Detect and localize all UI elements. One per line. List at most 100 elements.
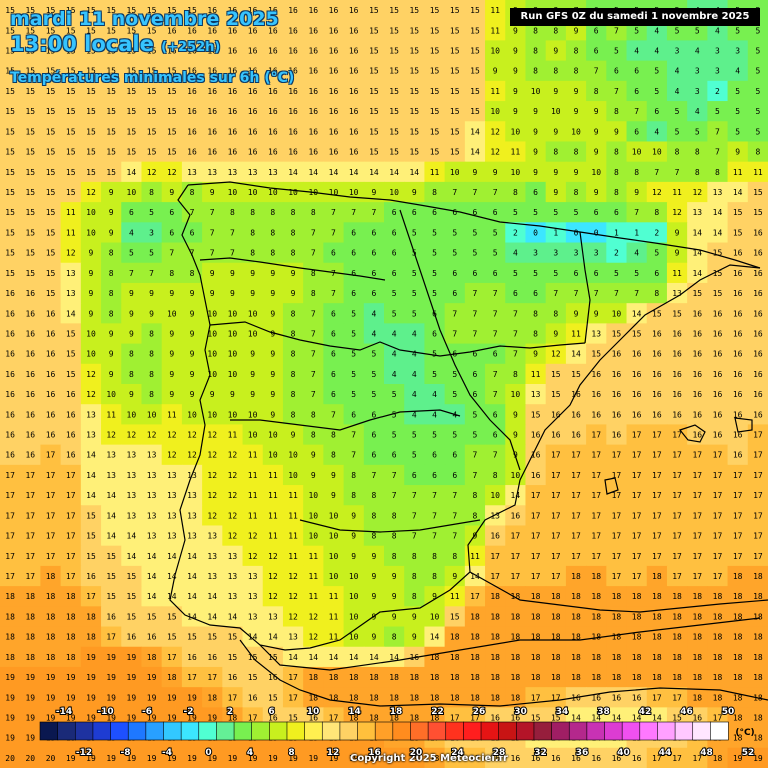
grid-cell xyxy=(60,666,82,688)
grid-value: 16 xyxy=(207,107,217,116)
grid-cell xyxy=(202,101,223,122)
grid-cell xyxy=(121,565,143,587)
grid-value: 9 xyxy=(89,249,94,258)
grid-value: 9 xyxy=(270,370,275,379)
grid-cell xyxy=(606,444,628,466)
grid-cell xyxy=(222,505,244,527)
grid-value: 10 xyxy=(571,127,581,136)
grid-cell xyxy=(707,121,729,143)
grid-cell xyxy=(343,586,365,607)
grid-value: 15 xyxy=(733,228,743,237)
grid-value: 15 xyxy=(5,228,15,237)
grid-cell xyxy=(505,121,527,143)
grid-cell xyxy=(525,464,547,486)
grid-value: 15 xyxy=(551,390,561,399)
grid-cell xyxy=(222,525,244,547)
grid-value: 12 xyxy=(207,471,217,480)
grid-cell xyxy=(40,363,62,385)
grid-value: 14 xyxy=(207,612,217,621)
grid-cell xyxy=(727,424,749,446)
grid-cell xyxy=(727,141,749,163)
grid-value: 15 xyxy=(106,47,116,56)
grid-cell xyxy=(545,363,567,385)
grid-value: 8 xyxy=(755,148,760,157)
grid-value: 17 xyxy=(753,552,763,561)
grid-value: 16 xyxy=(5,431,15,440)
grid-cell xyxy=(687,606,708,628)
grid-value: 6 xyxy=(493,431,498,440)
grid-value: 10 xyxy=(207,350,217,359)
grid-cell xyxy=(303,525,324,547)
grid-value: 18 xyxy=(389,673,399,682)
grid-cell xyxy=(525,424,547,446)
grid-value: 9 xyxy=(169,370,174,379)
grid-value: 19 xyxy=(25,673,35,682)
legend-swatch xyxy=(392,721,412,741)
grid-cell xyxy=(80,202,102,223)
grid-value: 16 xyxy=(308,67,318,76)
grid-value: 16 xyxy=(753,249,763,258)
grid-cell xyxy=(161,444,183,466)
grid-value: 15 xyxy=(5,107,15,116)
grid-value: 18 xyxy=(612,612,622,621)
grid-value: 18 xyxy=(713,754,723,763)
grid-value: 10 xyxy=(86,208,96,217)
grid-cell xyxy=(384,586,405,607)
grid-value: 8 xyxy=(371,511,376,520)
grid-cell xyxy=(646,747,668,768)
grid-value: 7 xyxy=(513,350,518,359)
grid-cell xyxy=(727,40,749,62)
grid-cell xyxy=(323,525,345,547)
grid-cell xyxy=(20,545,42,567)
grid-value: 14 xyxy=(430,633,440,642)
grid-cell xyxy=(525,161,547,183)
legend-swatch xyxy=(74,721,94,741)
grid-cell xyxy=(666,282,688,304)
grid-cell xyxy=(161,343,183,365)
grid-value: 15 xyxy=(187,6,197,15)
grid-cell xyxy=(262,747,284,768)
grid-cell xyxy=(505,404,527,426)
grid-cell xyxy=(40,606,62,628)
legend-top-label: 10 xyxy=(307,707,320,717)
grid-cell xyxy=(323,40,345,62)
grid-value: 12 xyxy=(490,148,500,157)
legend-swatch xyxy=(674,721,694,741)
grid-value: 8 xyxy=(351,471,356,480)
grid-cell xyxy=(384,282,405,304)
grid-value: 15 xyxy=(86,67,96,76)
grid-cell xyxy=(505,161,527,183)
grid-value: 5 xyxy=(675,107,680,116)
grid-cell xyxy=(282,444,304,466)
grid-value: 17 xyxy=(66,511,76,520)
grid-value: 16 xyxy=(308,127,318,136)
grid-cell xyxy=(404,586,426,607)
grid-cell xyxy=(60,464,82,486)
grid-value: 8 xyxy=(553,67,558,76)
grid-value: 13 xyxy=(692,208,702,217)
grid-cell xyxy=(384,101,405,122)
grid-value: 7 xyxy=(432,511,437,520)
legend-bottom-label: 8 xyxy=(288,748,294,758)
grid-cell xyxy=(687,424,708,446)
grid-cell xyxy=(444,141,466,163)
grid-value: 18 xyxy=(733,592,743,601)
grid-value: 18 xyxy=(470,633,480,642)
grid-value: 13 xyxy=(86,410,96,419)
grid-value: 10 xyxy=(349,592,359,601)
grid-cell xyxy=(262,545,284,567)
grid-cell xyxy=(242,626,264,648)
grid-cell xyxy=(303,20,324,42)
grid-cell xyxy=(727,101,749,122)
grid-value: 16 xyxy=(672,370,682,379)
grid-value: 17 xyxy=(551,471,561,480)
grid-value: 7 xyxy=(210,228,215,237)
grid-value: 5 xyxy=(755,47,760,56)
grid-cell xyxy=(161,60,183,82)
grid-value: 10 xyxy=(167,309,177,318)
grid-value: 6 xyxy=(371,269,376,278)
grid-cell xyxy=(161,404,183,426)
grid-value: 18 xyxy=(733,612,743,621)
grid-value: 14 xyxy=(167,552,177,561)
grid-cell xyxy=(707,687,729,708)
